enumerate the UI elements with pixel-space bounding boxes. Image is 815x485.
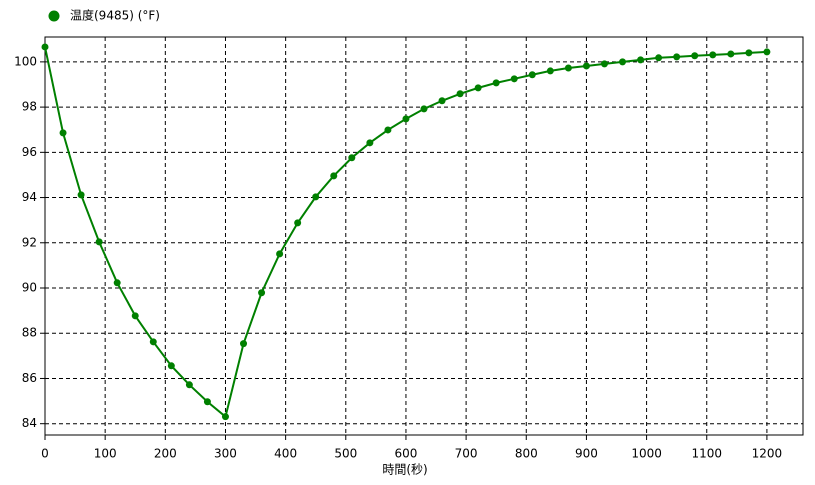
x-tick-label: 700	[455, 447, 478, 461]
x-tick-label: 1000	[631, 447, 662, 461]
data-point	[294, 219, 302, 227]
data-point	[149, 338, 157, 346]
plot-area	[45, 37, 803, 435]
data-point	[619, 58, 627, 66]
data-point	[366, 139, 374, 147]
plot-border	[44, 36, 804, 436]
x-tick-label: 900	[575, 447, 598, 461]
data-point	[438, 97, 446, 105]
data-point	[582, 62, 590, 70]
data-point	[59, 129, 67, 137]
data-point	[420, 105, 428, 113]
y-tick-label: 88	[22, 326, 37, 340]
data-point	[131, 312, 139, 320]
y-tick-label: 92	[22, 235, 37, 249]
data-point	[384, 126, 392, 134]
y-tick-label: 100	[14, 54, 37, 68]
data-point	[240, 340, 248, 348]
x-tick-label: 1200	[752, 447, 783, 461]
y-tick-label: 86	[22, 371, 37, 385]
data-point	[348, 154, 356, 162]
data-point	[691, 52, 699, 60]
data-point	[402, 115, 410, 123]
data-point	[330, 172, 338, 180]
data-point	[763, 48, 771, 56]
data-point	[221, 413, 229, 421]
x-tick-label: 200	[154, 447, 177, 461]
legend-marker	[48, 10, 60, 22]
data-point	[167, 362, 175, 370]
data-point	[709, 51, 717, 59]
x-tick-label: 300	[214, 447, 237, 461]
x-tick-label: 100	[94, 447, 117, 461]
data-point	[113, 279, 121, 287]
x-tick-label: 0	[41, 447, 49, 461]
legend-label: 温度(9485) (°F)	[70, 8, 160, 23]
data-point	[312, 193, 320, 201]
data-point	[745, 49, 753, 57]
x-tick-label: 1100	[691, 447, 722, 461]
x-axis-label: 時間(秒)	[382, 463, 427, 477]
x-tick-label: 500	[334, 447, 357, 461]
data-point	[41, 43, 49, 51]
data-point	[258, 289, 266, 297]
data-point	[77, 191, 85, 199]
data-point	[474, 84, 482, 92]
data-point	[564, 64, 572, 72]
data-point	[203, 398, 211, 406]
x-tick-label: 800	[515, 447, 538, 461]
data-point	[655, 54, 663, 62]
data-point	[185, 381, 193, 389]
data-point	[727, 50, 735, 58]
x-tick-label: 400	[274, 447, 297, 461]
data-point	[637, 56, 645, 64]
data-point	[600, 60, 608, 68]
data-point	[492, 79, 500, 87]
y-tick-label: 84	[22, 416, 37, 430]
data-point	[546, 67, 554, 75]
y-tick-label: 94	[22, 190, 37, 204]
data-point	[456, 90, 464, 98]
data-point	[510, 75, 518, 83]
x-tick-label: 600	[394, 447, 417, 461]
data-point	[95, 238, 103, 246]
y-tick-label: 98	[22, 100, 37, 114]
data-point	[276, 250, 284, 258]
data-point	[673, 53, 681, 61]
data-point	[528, 71, 536, 79]
y-tick-label: 96	[22, 145, 37, 159]
y-tick-label: 90	[22, 281, 37, 295]
